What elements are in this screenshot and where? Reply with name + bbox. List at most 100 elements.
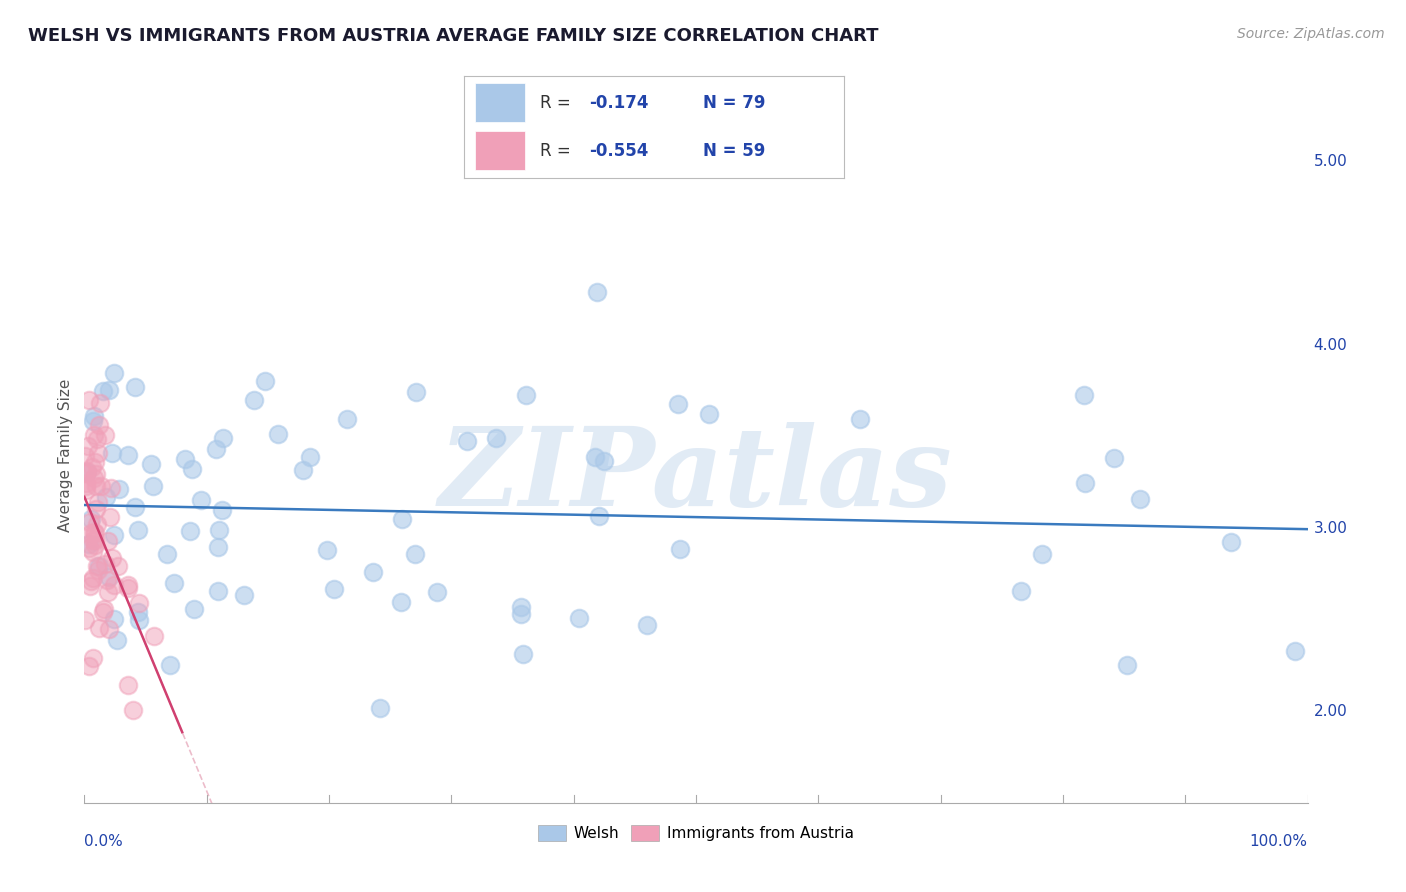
Text: 0.0%: 0.0% (84, 834, 124, 849)
Point (183, 602, 205, 616)
Point (1010, 583, 1032, 598)
Point (86, 432, 108, 446)
Point (87, 446, 110, 460)
Point (97, 533, 120, 548)
Point (82, 545, 104, 559)
Point (163, 576, 186, 591)
Point (107, 559, 129, 574)
Point (1073, 387, 1095, 401)
Point (583, 450, 606, 465)
Point (456, 434, 478, 448)
Point (117, 578, 139, 592)
Point (127, 605, 149, 619)
Point (586, 285, 609, 299)
Point (87, 495, 110, 509)
Text: 2.00: 2.00 (1313, 704, 1347, 719)
Point (316, 543, 339, 558)
Point (127, 524, 149, 538)
Point (75, 475, 97, 490)
Point (83, 427, 105, 442)
Text: N = 59: N = 59 (703, 142, 765, 161)
Point (86, 516, 108, 531)
Point (83, 524, 105, 539)
Text: 3.00: 3.00 (1313, 521, 1347, 536)
Point (98, 622, 121, 636)
Point (93, 602, 115, 616)
Point (93, 384, 115, 398)
Point (368, 701, 391, 715)
Point (87, 417, 110, 432)
Point (1284, 644, 1306, 658)
Point (668, 542, 690, 557)
Point (96, 573, 118, 587)
Point (568, 611, 591, 625)
Text: 4.00: 4.00 (1313, 337, 1347, 352)
Point (485, 431, 508, 445)
Point (84, 502, 107, 516)
Point (96, 490, 118, 504)
Point (1073, 475, 1095, 490)
Point (93, 557, 115, 571)
Point (1220, 535, 1243, 549)
Point (73, 449, 96, 463)
Text: Source: ZipAtlas.com: Source: ZipAtlas.com (1237, 27, 1385, 41)
Point (124, 380, 146, 394)
Text: R =: R = (540, 94, 576, 112)
Point (1102, 450, 1125, 465)
Point (361, 565, 384, 579)
Point (91, 606, 114, 620)
Point (79, 537, 101, 551)
Point (98, 384, 121, 398)
Text: WELSH VS IMMIGRANTS FROM AUSTRIA AVERAGE FAMILY SIZE CORRELATION CHART: WELSH VS IMMIGRANTS FROM AUSTRIA AVERAGE… (28, 27, 879, 45)
Point (336, 412, 359, 426)
Bar (475, 131, 524, 170)
Point (1129, 492, 1152, 507)
Point (100, 481, 122, 495)
Point (292, 463, 315, 477)
Point (84, 479, 107, 493)
Point (254, 374, 277, 388)
Point (117, 448, 139, 462)
Point (179, 524, 201, 539)
Bar (475, 83, 524, 122)
Point (108, 482, 131, 496)
Point (82, 533, 104, 547)
Point (89, 396, 111, 410)
Point (509, 607, 531, 622)
Point (87, 563, 110, 577)
Point (97, 585, 120, 599)
Point (76, 464, 98, 478)
Point (77, 393, 100, 408)
Point (117, 678, 139, 692)
Point (103, 528, 125, 542)
Point (75, 467, 97, 481)
Point (75, 479, 97, 493)
Text: N = 79: N = 79 (703, 94, 766, 112)
Point (242, 393, 264, 408)
Point (323, 582, 346, 596)
Point (666, 397, 689, 411)
Point (84, 454, 107, 468)
Point (208, 523, 231, 537)
Legend: Welsh, Immigrants from Austria: Welsh, Immigrants from Austria (533, 819, 859, 847)
Point (82, 571, 104, 585)
Point (117, 581, 139, 595)
Point (1116, 657, 1139, 672)
Point (105, 632, 128, 647)
Point (141, 457, 163, 471)
Point (83, 471, 105, 485)
Point (142, 478, 165, 492)
Point (98, 570, 121, 584)
Point (101, 445, 124, 459)
Point (1031, 547, 1053, 561)
Point (84, 467, 107, 481)
Point (82, 651, 104, 665)
Point (94, 427, 117, 442)
Text: ZIPatlas: ZIPatlas (439, 422, 953, 530)
Point (73, 613, 96, 627)
Point (77, 659, 100, 673)
Point (207, 584, 229, 599)
Point (103, 366, 125, 380)
Point (84, 526, 107, 541)
Point (79, 515, 101, 529)
